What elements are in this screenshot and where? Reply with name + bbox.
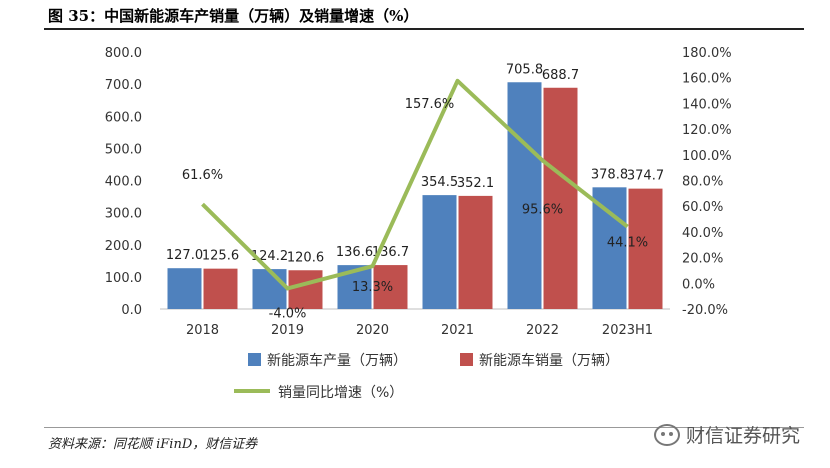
growth-label: -4.0% xyxy=(269,306,307,321)
bar-label-production: 127.0 xyxy=(166,248,203,263)
bar-label-production: 378.8 xyxy=(591,167,628,182)
x-tick-label: 2021 xyxy=(441,323,474,338)
x-tick-label: 2019 xyxy=(271,323,304,338)
watermark-text: 财信证券研究 xyxy=(685,425,800,447)
y-left-tick-label: 100.0 xyxy=(105,271,142,286)
bar-production xyxy=(422,195,457,309)
title-rule xyxy=(44,28,804,30)
legend-label: 销量同比增速（%） xyxy=(278,385,403,401)
bar-label-sales: 688.7 xyxy=(542,68,579,83)
x-tick-label: 2018 xyxy=(186,323,219,338)
y-right-tick-label: 20.0% xyxy=(682,252,723,267)
bar-sales xyxy=(458,195,493,309)
y-left-tick-label: 0.0 xyxy=(121,303,142,318)
bar-production xyxy=(592,187,627,309)
source-rule xyxy=(44,427,804,428)
x-tick-label: 2023H1 xyxy=(602,323,653,338)
y-right-tick-label: 140.0% xyxy=(682,97,732,112)
y-right-tick-label: 100.0% xyxy=(682,149,732,164)
y-left-tick-label: 600.0 xyxy=(105,110,142,125)
growth-label: 157.6% xyxy=(405,97,455,112)
bar-sales xyxy=(288,270,323,309)
bar-label-production: 705.8 xyxy=(506,62,543,77)
y-left-tick-label: 800.0 xyxy=(105,46,142,61)
legend-label: 新能源车产量（万辆） xyxy=(267,352,407,369)
y-right-tick-label: 40.0% xyxy=(682,226,723,241)
chart: 0.0 100.0 200.0 300.0 400.0 500.0 600.0 700.0 80… xyxy=(105,46,732,401)
y-left-tick-label: 700.0 xyxy=(105,78,142,93)
x-tick-label: 2022 xyxy=(526,323,559,338)
y-right-tick-label: -20.0% xyxy=(682,303,728,318)
y-right-tick-label: 80.0% xyxy=(682,175,723,190)
y-left-tick-label: 200.0 xyxy=(105,239,142,254)
growth-label: 44.1% xyxy=(607,236,648,251)
bar-sales xyxy=(628,188,663,309)
growth-label: 13.3% xyxy=(352,280,393,295)
y-left-tick-label: 400.0 xyxy=(105,175,142,190)
bar-production xyxy=(167,268,202,309)
legend-label: 新能源车销量（万辆） xyxy=(479,352,619,369)
bar-sales xyxy=(543,87,578,309)
bar-production xyxy=(507,82,542,309)
y-right-tick-label: 180.0% xyxy=(682,46,732,61)
wechat-icon xyxy=(653,423,680,446)
y-right-tick-label: 0.0% xyxy=(682,277,715,292)
bar-label-production: 136.6 xyxy=(336,245,373,260)
y-left-tick-label: 300.0 xyxy=(105,207,142,222)
growth-line xyxy=(201,78,629,291)
y-right-tick-label: 120.0% xyxy=(682,123,732,138)
growth-label: 61.6% xyxy=(182,168,223,183)
y-right-tick-label: 60.0% xyxy=(682,200,723,215)
y-left-tick-label: 500.0 xyxy=(105,142,142,157)
figure-title: 图 35：中国新能源车产销量（万辆）及销量增速（%） xyxy=(48,7,419,25)
bar-label-sales: 125.6 xyxy=(202,249,239,264)
watermark: 财信证券研究 xyxy=(653,421,800,448)
bar-sales xyxy=(203,268,238,309)
legend-swatch xyxy=(248,353,261,366)
bar-label-sales: 352.1 xyxy=(457,176,494,191)
source-note: 资料来源：同花顺 iFinD，财信证券 xyxy=(48,437,258,452)
bar-label-sales: 374.7 xyxy=(627,169,664,184)
bar-label-sales: 120.6 xyxy=(287,250,324,265)
x-tick-label: 2020 xyxy=(356,323,389,338)
bar-label-production: 354.5 xyxy=(421,175,458,190)
growth-label: 95.6% xyxy=(522,202,563,217)
bar-production xyxy=(252,269,287,309)
y-right-tick-label: 160.0% xyxy=(682,72,732,87)
legend-swatch xyxy=(460,353,473,366)
bar-sales xyxy=(373,265,408,309)
